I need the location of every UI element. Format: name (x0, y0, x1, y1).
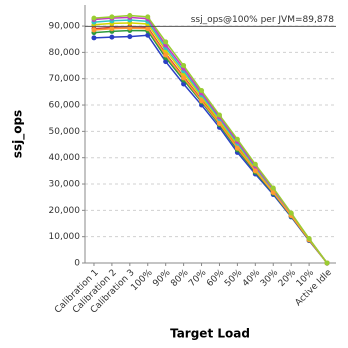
y-axis-title: ssj_ops (11, 110, 26, 158)
data-point (181, 63, 187, 69)
data-point (324, 260, 330, 266)
reference-label: ssj_ops@100% per JVM=89,878 (191, 15, 335, 25)
y-tick-label: 10,000 (49, 232, 81, 242)
data-point (270, 189, 276, 195)
data-point (216, 120, 222, 126)
y-tick-label: 30,000 (49, 180, 81, 190)
data-point (145, 26, 151, 32)
data-point (288, 210, 294, 216)
data-point (163, 39, 169, 45)
data-point (109, 14, 115, 20)
data-point (181, 75, 187, 81)
y-tick-label: 40,000 (49, 153, 81, 163)
series-line (93, 27, 328, 264)
y-tick-label: 20,000 (49, 206, 81, 216)
data-point (270, 185, 276, 191)
x-axis-title: Target Load (170, 327, 250, 341)
data-point (163, 52, 169, 58)
y-tick-label: 90,000 (49, 22, 81, 32)
data-point (91, 15, 97, 21)
data-point (306, 236, 312, 242)
data-point (109, 34, 115, 40)
data-point (91, 35, 97, 41)
data-point (127, 13, 133, 19)
data-point (234, 145, 240, 151)
data-point (199, 98, 205, 104)
y-tick-label: 50,000 (49, 127, 81, 137)
data-point (199, 88, 205, 94)
data-point (252, 161, 258, 167)
y-tick-label: 80,000 (49, 48, 81, 58)
data-point (252, 168, 258, 174)
y-tick-label: 0 (74, 259, 80, 269)
data-point (109, 26, 115, 32)
data-point (216, 112, 222, 118)
series-line (93, 14, 328, 264)
data-point (145, 14, 151, 20)
data-point (91, 27, 97, 33)
data-point (234, 136, 240, 142)
data-point (145, 32, 151, 38)
data-point (127, 34, 133, 40)
y-tick-label: 70,000 (49, 74, 81, 84)
data-point (127, 25, 133, 31)
y-tick-label: 60,000 (49, 101, 81, 111)
